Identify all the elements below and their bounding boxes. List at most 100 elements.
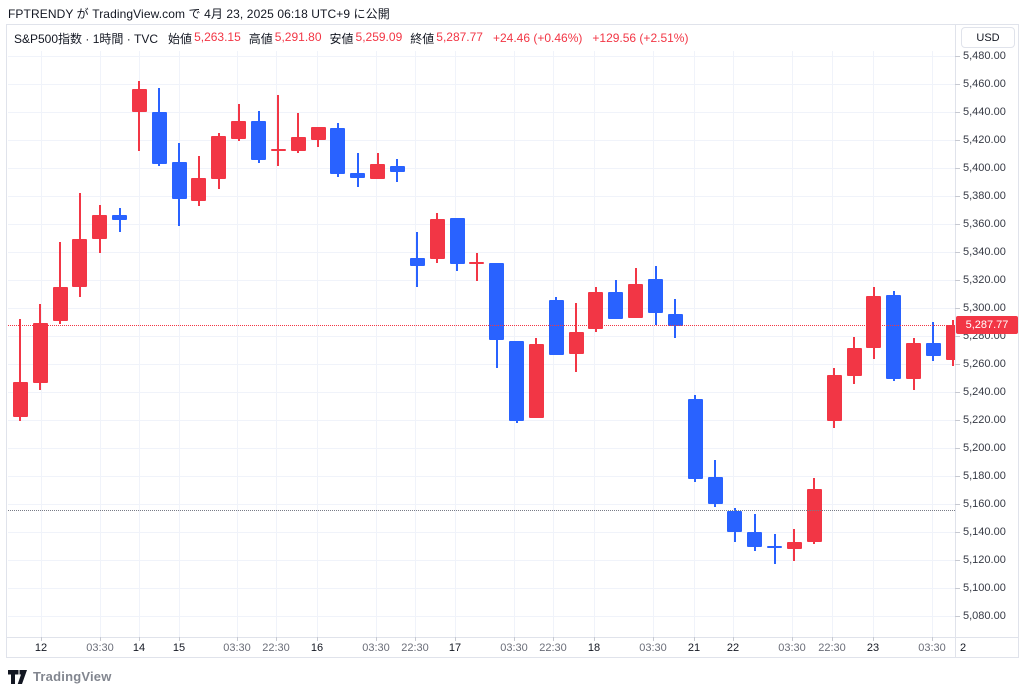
- h-gridline: [8, 560, 955, 562]
- time-tick-label: 03:30: [362, 642, 390, 654]
- candle-body: [667, 314, 683, 326]
- time-tick-label: 03:30: [918, 642, 946, 654]
- candle-body: [12, 381, 28, 417]
- h-gridline: [8, 84, 955, 86]
- candle-wick: [356, 152, 359, 187]
- price-tick-label: 5,420.00: [963, 133, 1006, 146]
- tradingview-logo[interactable]: TradingView: [8, 669, 112, 684]
- price-tick-mark: [955, 504, 960, 506]
- price-tick-mark: [955, 588, 960, 590]
- candle-body: [588, 292, 604, 329]
- v-gridline: [792, 51, 793, 637]
- candle-body: [310, 126, 326, 140]
- h-gridline: [8, 308, 955, 310]
- v-gridline: [455, 51, 456, 637]
- candle-wick: [297, 113, 300, 153]
- candle-body: [628, 284, 644, 318]
- attribution-text: FPTRENDY が TradingView.com で 4月 23, 2025…: [8, 7, 390, 21]
- price-tick-label: 5,100.00: [963, 581, 1006, 594]
- candle-body: [251, 120, 266, 160]
- time-tick-label: 22:30: [539, 642, 567, 654]
- time-tick-mark: [317, 637, 318, 641]
- candle-body: [767, 545, 783, 548]
- candle-body: [112, 214, 128, 220]
- candle-wick: [773, 533, 776, 564]
- price-tick-mark: [955, 112, 960, 114]
- candle-body: [270, 149, 286, 152]
- candle-body: [489, 262, 505, 340]
- candle-body: [548, 299, 564, 355]
- candle-body: [151, 111, 167, 165]
- price-axis-separator: [955, 24, 956, 658]
- time-tick-mark: [237, 637, 238, 641]
- candle-body: [72, 239, 88, 287]
- time-tick-mark: [932, 637, 933, 641]
- ohlc-value: 5,259.09: [355, 29, 403, 44]
- candle-body: [886, 295, 902, 380]
- time-tick-label: 03:30: [778, 642, 806, 654]
- price-tick-label: 5,160.00: [963, 497, 1006, 510]
- candle-wick: [138, 80, 141, 151]
- price-tick-mark: [955, 364, 960, 366]
- chart-legend[interactable]: S&P500指数 · 1時間 · TVC 始値 5,263.15 高値 5,291.8…: [14, 29, 688, 47]
- v-gridline: [594, 51, 595, 637]
- price-tick-mark: [955, 196, 960, 198]
- h-gridline: [8, 56, 955, 58]
- ohlc-label: 高値: [248, 31, 273, 46]
- price-tick-mark: [955, 56, 960, 58]
- candle-body: [846, 348, 862, 377]
- price-tick-label: 5,140.00: [963, 525, 1006, 538]
- time-tick-mark: [376, 637, 377, 641]
- v-gridline: [733, 51, 734, 637]
- legend-ohlc-item: 高値 5,291.80: [249, 30, 322, 47]
- price-tick-mark: [955, 616, 960, 618]
- time-tick-label: 2: [959, 642, 967, 654]
- price-tick-mark: [955, 224, 960, 226]
- price-tick-label: 5,480.00: [963, 49, 1006, 62]
- time-tick-mark: [653, 637, 654, 641]
- candle-body: [32, 322, 48, 384]
- v-gridline: [179, 51, 180, 637]
- price-tick-label: 5,320.00: [963, 273, 1006, 286]
- h-gridline: [8, 252, 955, 254]
- h-gridline: [8, 448, 955, 450]
- ohlc-value: 5,287.77: [436, 29, 483, 44]
- candle-wick: [19, 318, 22, 421]
- v-gridline: [100, 51, 101, 637]
- chart-plot-area[interactable]: [8, 51, 955, 637]
- h-gridline: [8, 196, 955, 198]
- candle-body: [389, 165, 405, 172]
- legend-bar-change: +24.46 (+0.46%): [492, 31, 583, 45]
- legend-ohlc-item: 安値 5,259.09: [330, 30, 403, 47]
- v-gridline: [376, 51, 377, 637]
- currency-toggle-button[interactable]: USD: [961, 27, 1015, 48]
- time-tick-mark: [41, 637, 42, 641]
- price-tick-mark: [955, 280, 960, 282]
- v-gridline: [237, 51, 238, 637]
- tradingview-logo-icon: [8, 669, 27, 684]
- candle-body: [568, 332, 584, 355]
- v-gridline: [276, 51, 277, 637]
- previous-close-line: [8, 509, 955, 511]
- legend-ohlc-item: 始値 5,263.15: [168, 30, 241, 47]
- time-tick-label: 22:30: [401, 642, 429, 654]
- candle-body: [747, 532, 763, 548]
- candle-body: [350, 172, 366, 179]
- time-tick-label: 17: [448, 642, 462, 654]
- time-tick-mark: [179, 637, 180, 641]
- time-tick-mark: [276, 637, 277, 641]
- time-tick-label: 23: [866, 642, 880, 654]
- candle-wick: [59, 242, 61, 325]
- price-tick-mark: [955, 252, 960, 254]
- symbol-title[interactable]: S&P500指数 · 1時間 · TVC: [14, 31, 159, 46]
- h-gridline: [8, 588, 955, 590]
- price-tick-label: 5,360.00: [963, 217, 1006, 230]
- candle-body: [171, 162, 187, 200]
- price-tick-label: 5,200.00: [963, 441, 1006, 454]
- candle-body: [528, 344, 544, 418]
- price-tick-label: 5,400.00: [963, 161, 1006, 174]
- candle-body: [409, 257, 425, 266]
- time-tick-mark: [553, 637, 554, 641]
- candle-wick: [932, 322, 935, 362]
